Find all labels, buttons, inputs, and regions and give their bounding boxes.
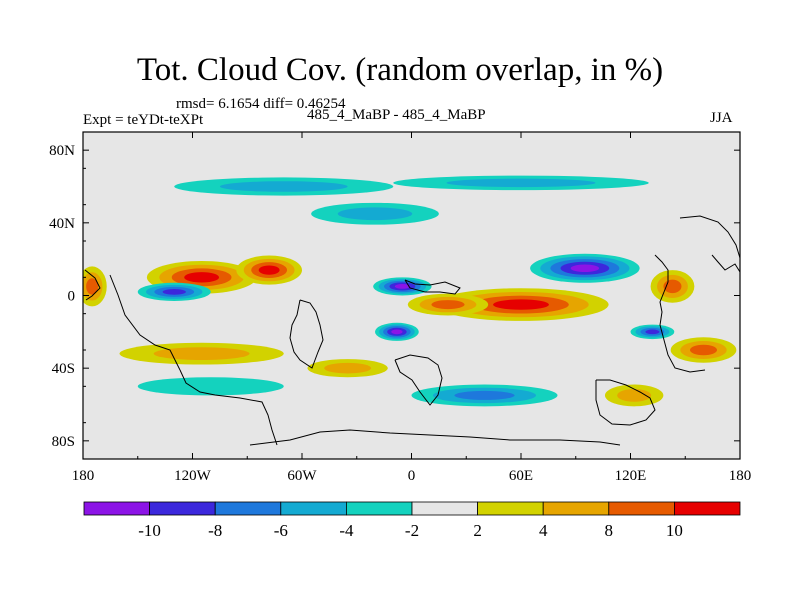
feature-dateline-positive — [83, 266, 107, 307]
antarctic-coast-outline — [249, 429, 621, 446]
feature-southern-ocean-negative — [411, 384, 558, 407]
colorbar-swatch — [477, 501, 544, 516]
feature-south-indian-positive — [604, 384, 664, 407]
colorbar-label: -4 — [339, 521, 354, 540]
dateline-island-outline — [84, 269, 101, 301]
colorbar-swatch — [674, 501, 741, 516]
x-tick-label: 180 — [72, 468, 95, 484]
feature-australia-south-positive — [670, 337, 737, 363]
feature-northern-midlat-negative — [311, 202, 439, 225]
continent-outlines — [84, 215, 740, 446]
colorbar-label: -8 — [208, 521, 222, 540]
x-tick-label: 120W — [174, 468, 212, 484]
contour-band — [337, 207, 413, 221]
contour-band — [137, 377, 284, 396]
africa-outline — [394, 354, 443, 406]
contour-band — [454, 390, 515, 400]
x-tick-label: 60E — [509, 468, 533, 484]
colorbar-label: -6 — [274, 521, 288, 540]
x-axis: 180 120W 60W 0 60E 120E 180 — [72, 132, 752, 484]
colorbar-swatch — [345, 501, 413, 516]
africa-north-outline — [404, 279, 461, 295]
colorbar-label: 2 — [473, 521, 482, 540]
contour-band — [86, 278, 99, 295]
x-tick-label: 60W — [287, 468, 317, 484]
asia-north-outline — [679, 215, 740, 259]
feature-north-pacific-band-negative — [174, 177, 394, 196]
feature-south-indian-negative — [630, 324, 675, 340]
contour-band — [184, 272, 220, 283]
feature-south-atlantic-negative — [375, 322, 419, 341]
experiment-label: Expt = teYDt-teXPt — [83, 112, 204, 128]
y-tick-label: 80S — [52, 434, 75, 450]
x-tick-label: 0 — [408, 468, 416, 484]
south-america-outline — [289, 299, 324, 369]
feature-north-atlantic-band-negative — [393, 175, 649, 191]
colorbar-label: -10 — [138, 521, 161, 540]
y-tick-label: 40N — [49, 216, 75, 232]
feature-east-pacific-positive — [236, 255, 302, 285]
asia-east-outline — [654, 254, 706, 373]
stats-label: rmsd= 6.1654 diff= 0.46254 — [176, 96, 346, 112]
feature-pacific-negative — [137, 282, 211, 301]
feature-atlantic-negative — [373, 277, 432, 296]
contour-band — [324, 362, 372, 374]
season-label: JJA — [710, 110, 733, 126]
contour-band — [394, 284, 410, 289]
colorbar-swatch — [280, 501, 347, 516]
colorbar-swatch — [411, 501, 478, 516]
colorbar-swatch — [542, 501, 610, 516]
y-tick-label: 40S — [52, 361, 75, 377]
contour-band — [219, 181, 348, 192]
contour-band — [431, 300, 465, 310]
north-america-outline — [109, 274, 181, 371]
colorbar-swatch — [83, 501, 150, 516]
y-tick-label: 0 — [68, 289, 76, 305]
colorbar-swatch — [214, 501, 282, 516]
indonesia-outline — [711, 254, 740, 273]
contour-band — [446, 178, 596, 188]
contour-band — [493, 299, 549, 310]
contour-band — [258, 265, 280, 275]
australia-outline — [595, 379, 656, 426]
colorbar-label: 10 — [666, 521, 683, 540]
contour-band — [689, 344, 718, 356]
colorbar: -10 -8 -6 -4 -2 2 4 8 10 — [83, 501, 741, 540]
colorbar-swatch — [149, 501, 216, 516]
runs-label: 485_4_MaBP - 485_4_MaBP — [307, 107, 486, 123]
feature-atlantic-positive — [407, 293, 489, 316]
contour-band — [617, 389, 652, 402]
feature-south-pacific-negative — [137, 377, 284, 396]
contour-band — [645, 329, 660, 335]
feature-west-pacific-positive — [650, 270, 695, 303]
feature-southern-pacific-positive — [119, 342, 284, 365]
colorbar-swatch — [608, 501, 675, 516]
x-tick-label: 180 — [729, 468, 752, 484]
contour-band — [391, 329, 403, 335]
chart-title: Tot. Cloud Cov. (random overlap, in %) — [136, 52, 664, 88]
contour-band — [162, 288, 186, 295]
colorbar-label: 4 — [539, 521, 548, 540]
feature-asian-monsoon-negative — [530, 253, 640, 283]
colorbar-label: -2 — [405, 521, 419, 540]
contour-band — [570, 264, 600, 273]
south-america-south-outline — [179, 369, 278, 446]
contour-field — [83, 132, 740, 459]
y-axis: 80N 40N 0 40S 80S — [49, 131, 740, 460]
y-tick-label: 80N — [49, 143, 75, 159]
contour-band — [153, 347, 250, 360]
feature-south-atlantic-positive — [307, 359, 388, 378]
colorbar-label: 8 — [605, 521, 614, 540]
feature-indian-ocean-positive — [433, 288, 609, 321]
x-tick-label: 120E — [615, 468, 647, 484]
